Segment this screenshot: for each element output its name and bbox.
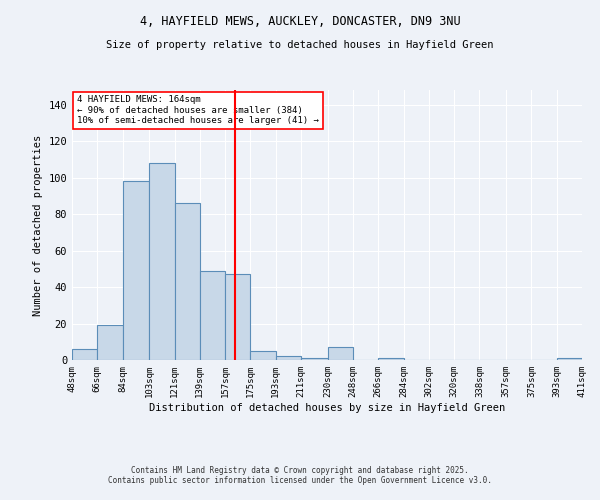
Bar — [328, 347, 353, 360]
Bar — [97, 326, 122, 360]
Bar — [149, 163, 175, 360]
Bar — [200, 270, 225, 360]
X-axis label: Distribution of detached houses by size in Hayfield Green: Distribution of detached houses by size … — [149, 402, 505, 412]
Y-axis label: Number of detached properties: Number of detached properties — [33, 134, 43, 316]
Bar — [225, 274, 250, 360]
Bar — [378, 358, 404, 360]
Bar — [301, 358, 328, 360]
Bar — [557, 358, 582, 360]
Text: Size of property relative to detached houses in Hayfield Green: Size of property relative to detached ho… — [106, 40, 494, 50]
Bar — [250, 351, 276, 360]
Bar — [122, 181, 149, 360]
Text: 4, HAYFIELD MEWS, AUCKLEY, DONCASTER, DN9 3NU: 4, HAYFIELD MEWS, AUCKLEY, DONCASTER, DN… — [140, 15, 460, 28]
Bar — [276, 356, 301, 360]
Bar — [72, 349, 97, 360]
Text: Contains HM Land Registry data © Crown copyright and database right 2025.
Contai: Contains HM Land Registry data © Crown c… — [108, 466, 492, 485]
Bar — [175, 203, 200, 360]
Text: 4 HAYFIELD MEWS: 164sqm
← 90% of detached houses are smaller (384)
10% of semi-d: 4 HAYFIELD MEWS: 164sqm ← 90% of detache… — [77, 96, 319, 125]
